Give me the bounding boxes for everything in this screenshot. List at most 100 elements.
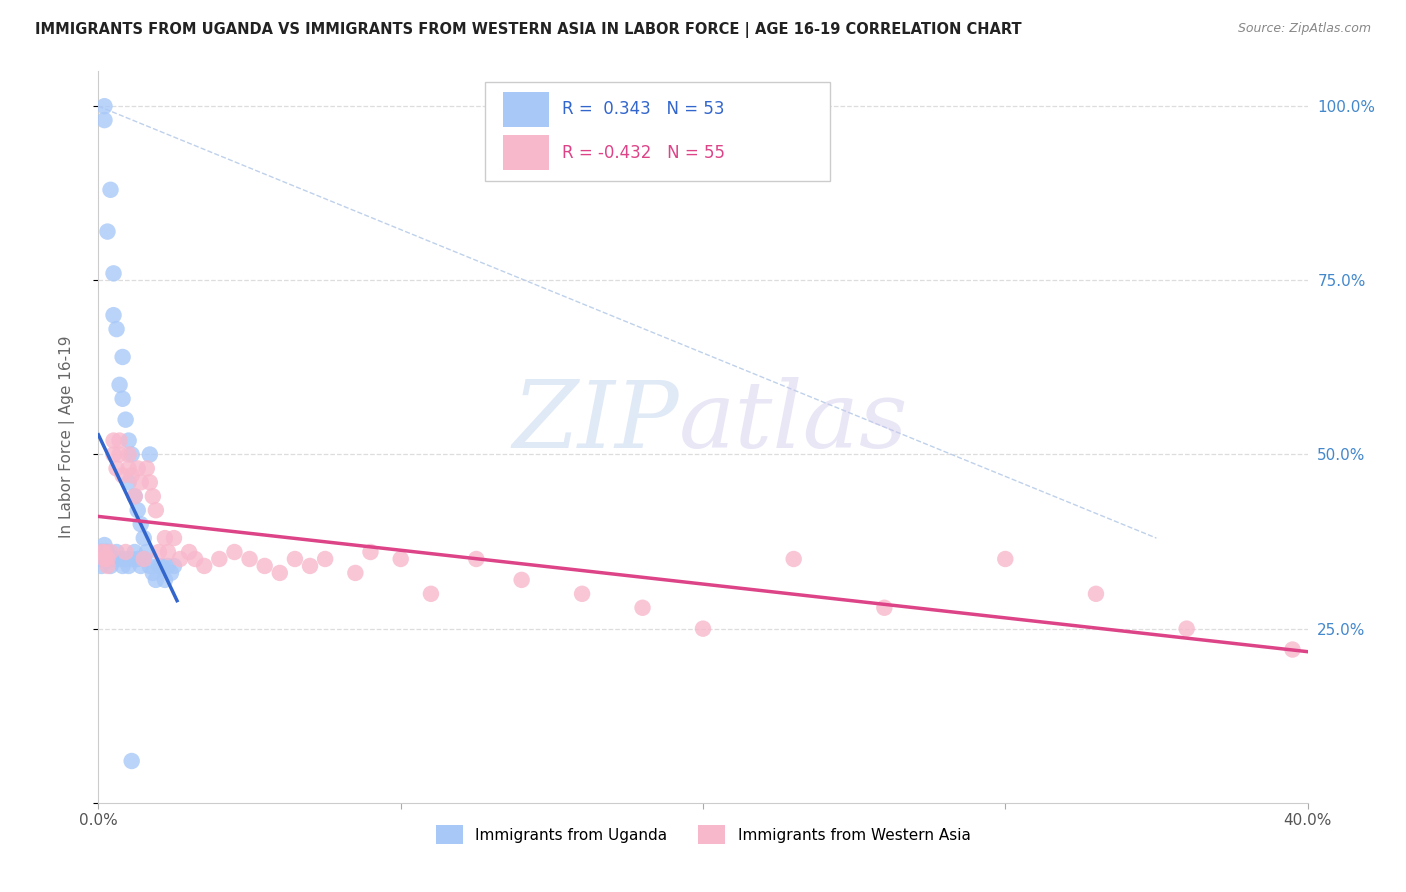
Point (184, 552, 207, 566)
Point (100, 183, 122, 197)
Legend: Immigrants from Uganda, Immigrants from Western Asia: Immigrants from Uganda, Immigrants from … (429, 819, 977, 850)
Point (129, 517, 152, 532)
Point (93, 545, 115, 559)
Point (90, 552, 112, 566)
Y-axis label: In Labor Force | Age 16-19: In Labor Force | Age 16-19 (59, 335, 75, 539)
Point (360, 545, 382, 559)
Point (631, 600, 654, 615)
Point (284, 552, 307, 566)
Point (314, 552, 336, 566)
FancyBboxPatch shape (503, 136, 550, 170)
Point (124, 489, 146, 503)
Point (135, 461, 157, 475)
Point (121, 552, 143, 566)
Point (111, 392, 134, 406)
Point (96, 552, 118, 566)
Point (169, 552, 191, 566)
Point (121, 754, 143, 768)
Point (105, 545, 128, 559)
Point (783, 552, 806, 566)
Point (142, 489, 165, 503)
Point (145, 503, 167, 517)
Point (108, 377, 131, 392)
Point (1085, 587, 1108, 601)
Point (344, 566, 367, 580)
Point (873, 600, 896, 615)
Point (129, 558, 152, 573)
Point (692, 622, 714, 636)
Point (1281, 642, 1303, 657)
Point (465, 552, 488, 566)
Point (108, 448, 131, 462)
Point (124, 545, 146, 559)
Point (153, 531, 176, 545)
Point (127, 503, 149, 517)
FancyBboxPatch shape (503, 93, 550, 128)
Point (121, 468, 143, 483)
Point (96, 558, 118, 573)
Text: atlas: atlas (679, 377, 908, 467)
Point (111, 468, 134, 483)
Point (299, 558, 322, 573)
Point (139, 558, 162, 573)
Point (163, 531, 186, 545)
Point (93, 552, 115, 566)
Point (148, 545, 170, 559)
Point (156, 545, 179, 559)
Point (118, 461, 141, 475)
Point (163, 558, 186, 573)
Point (100, 545, 122, 559)
Point (111, 350, 134, 364)
Text: R = -0.432   N = 55: R = -0.432 N = 55 (561, 144, 724, 161)
Point (145, 573, 167, 587)
Point (148, 558, 170, 573)
Point (105, 461, 128, 475)
Point (118, 475, 141, 490)
Point (208, 552, 231, 566)
Point (253, 558, 276, 573)
Point (160, 566, 183, 580)
Point (129, 475, 152, 490)
Point (239, 552, 262, 566)
Point (96, 545, 118, 559)
Point (150, 558, 173, 573)
Point (179, 545, 201, 559)
Point (103, 266, 125, 280)
Point (994, 552, 1017, 566)
Point (103, 434, 125, 448)
Point (114, 545, 136, 559)
Point (108, 552, 131, 566)
Point (114, 552, 136, 566)
Point (571, 587, 593, 601)
Point (118, 448, 141, 462)
Point (90, 552, 112, 566)
Point (118, 558, 141, 573)
Point (118, 434, 141, 448)
Point (389, 552, 412, 566)
Point (132, 552, 155, 566)
Point (139, 448, 162, 462)
Point (224, 545, 246, 559)
Point (93, 552, 115, 566)
Point (269, 566, 291, 580)
Point (114, 412, 136, 426)
Point (103, 552, 125, 566)
Text: Source: ZipAtlas.com: Source: ZipAtlas.com (1237, 22, 1371, 36)
Point (111, 558, 134, 573)
Point (1175, 622, 1198, 636)
Point (93, 113, 115, 128)
Point (142, 566, 165, 580)
Point (127, 552, 149, 566)
Point (420, 587, 443, 601)
Point (153, 573, 176, 587)
Point (100, 552, 122, 566)
Text: R =  0.343   N = 53: R = 0.343 N = 53 (561, 100, 724, 118)
Point (103, 308, 125, 322)
Point (105, 322, 128, 336)
Point (135, 545, 157, 559)
Point (100, 558, 122, 573)
FancyBboxPatch shape (485, 82, 830, 181)
Point (90, 558, 112, 573)
Text: IMMIGRANTS FROM UGANDA VS IMMIGRANTS FROM WESTERN ASIA IN LABOR FORCE | AGE 16-1: IMMIGRANTS FROM UGANDA VS IMMIGRANTS FRO… (35, 22, 1022, 38)
Point (121, 448, 143, 462)
